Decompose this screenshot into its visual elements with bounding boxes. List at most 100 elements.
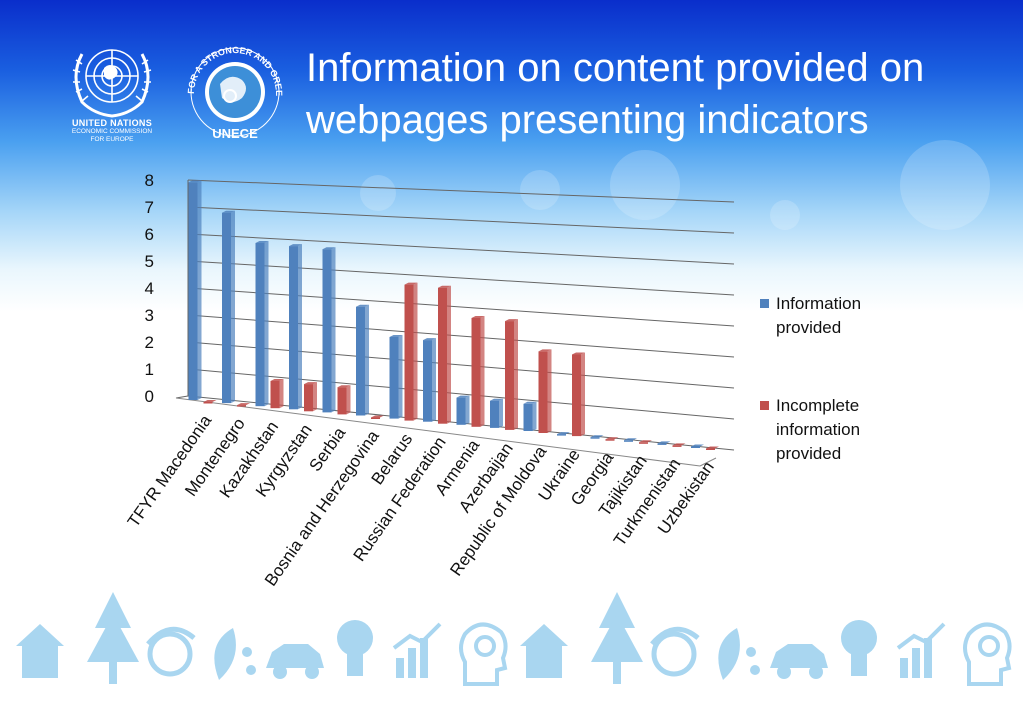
x-axis-labels: TFYR MacedoniaMontenegroKazakhstanKyrgyz…: [124, 411, 718, 590]
bar-series1-side: [264, 241, 269, 407]
bar-series1: [624, 440, 633, 442]
y-tick-label: 8: [145, 171, 154, 190]
bar-series2-side: [346, 385, 351, 415]
bar-series2: [270, 381, 280, 409]
recycle-globe-icon: [650, 626, 700, 677]
bar-series2-side: [480, 316, 485, 427]
bar-series2-top: [605, 437, 619, 440]
bar-series1-side: [365, 304, 369, 416]
bar-series1: [255, 243, 265, 407]
bar-series1-side: [432, 338, 436, 422]
bar-series2-top: [706, 446, 719, 449]
bar-series2-top: [270, 379, 284, 381]
bar-series2-top: [304, 382, 317, 385]
bar-series1-top: [557, 432, 570, 435]
car-icon: [266, 644, 324, 679]
unece-brand: UNECE: [212, 126, 258, 141]
gridline: [187, 287, 735, 327]
bar-series1-top: [389, 335, 403, 337]
bar-series2-top: [203, 400, 217, 402]
bar-series2: [471, 318, 481, 427]
bar-series2: [639, 442, 648, 444]
bar-series1-side: [298, 244, 302, 410]
bar-series2-top: [505, 319, 518, 322]
un-emblem-icon: [60, 36, 164, 146]
bar-series2-top: [237, 403, 250, 406]
bar-series1: [423, 340, 432, 422]
gridline: [187, 233, 735, 265]
bar-series1-top: [423, 338, 436, 341]
growth-chart-icon: [896, 622, 946, 678]
y-tick-label: 2: [145, 333, 154, 352]
gridline: [187, 314, 735, 358]
bar-series1-top: [289, 244, 302, 247]
y-axis-ticks: 0 1 2 3 4 5 6 7 8: [145, 171, 154, 406]
bar-series1: [289, 246, 298, 410]
bar-series2-side: [279, 379, 284, 409]
bar-series1-top: [490, 398, 503, 401]
house-icon: [520, 624, 568, 678]
lightbulb-icon: [337, 620, 373, 676]
bar-series2: [672, 445, 682, 447]
bar-series1-side: [331, 247, 336, 413]
bar-series1-side: [532, 401, 537, 431]
bar-series1-top: [222, 210, 235, 213]
tree-icon: [591, 592, 643, 684]
bar-series2-top: [538, 349, 552, 352]
bar-series1: [691, 446, 700, 448]
bar-series2-side: [313, 382, 317, 412]
legend-swatch-series2: [760, 401, 769, 410]
bar-series2: [505, 321, 514, 430]
car-icon: [770, 644, 828, 679]
bar-series1-side: [499, 398, 503, 428]
tree-icon: [87, 592, 139, 684]
bar-series2: [404, 284, 414, 421]
leaf-water-icon: [214, 628, 256, 680]
y-tick-label: 0: [145, 387, 154, 406]
y-tick-label: 7: [145, 198, 154, 217]
gridline: [187, 179, 735, 203]
bar-series1-side: [231, 210, 235, 404]
bar-series1: [523, 403, 533, 431]
bar-series2: [706, 448, 715, 450]
head-gear-icon: [963, 622, 1012, 686]
bar-series2: [572, 354, 581, 437]
bar-series1-top: [657, 441, 671, 444]
bar-series2: [605, 439, 615, 441]
footer-icon-strip: [16, 592, 1012, 686]
leaf-water-icon: [718, 628, 760, 680]
bar-series2-top: [337, 385, 351, 388]
legend-label-series2: Incomplete information provided: [776, 396, 861, 463]
bar-series1-top: [523, 401, 537, 404]
legend-item-series2: Incomplete information provided: [760, 394, 910, 466]
chart-bars: [188, 180, 719, 450]
bar-series2: [438, 287, 447, 424]
bar-series1: [322, 249, 332, 413]
bar-series2: [337, 387, 347, 415]
bar-series2-side: [514, 319, 518, 430]
bar-series2: [304, 384, 313, 412]
legend-label-series1: Information provided: [776, 294, 862, 337]
head-gear-icon: [459, 622, 508, 686]
unece-green-economy-icon: FOR A STRONGER AND GREENER ECONOMY UNECE: [176, 26, 290, 144]
bar-series2: [203, 402, 213, 404]
bar-series2-top: [371, 415, 384, 418]
bar-series2: [237, 405, 246, 407]
bar-series2: [538, 351, 548, 433]
y-tick-label: 3: [145, 306, 154, 325]
un-logo-line1: UNITED NATIONS: [71, 118, 153, 128]
bar-series1-top: [255, 241, 269, 243]
bar-series1-side: [465, 395, 470, 425]
bar-series2-side: [413, 282, 418, 421]
slide-title: Information on content provided on webpa…: [306, 46, 925, 142]
gridline: [187, 206, 735, 234]
bar-series1-top: [356, 304, 369, 307]
bar-series2: [371, 417, 380, 419]
legend-swatch-series1: [760, 299, 769, 308]
bar-series1: [657, 443, 667, 445]
legend-item-series1: Information provided: [760, 292, 910, 340]
growth-chart-icon: [392, 622, 442, 678]
bar-series2-top: [471, 316, 485, 318]
